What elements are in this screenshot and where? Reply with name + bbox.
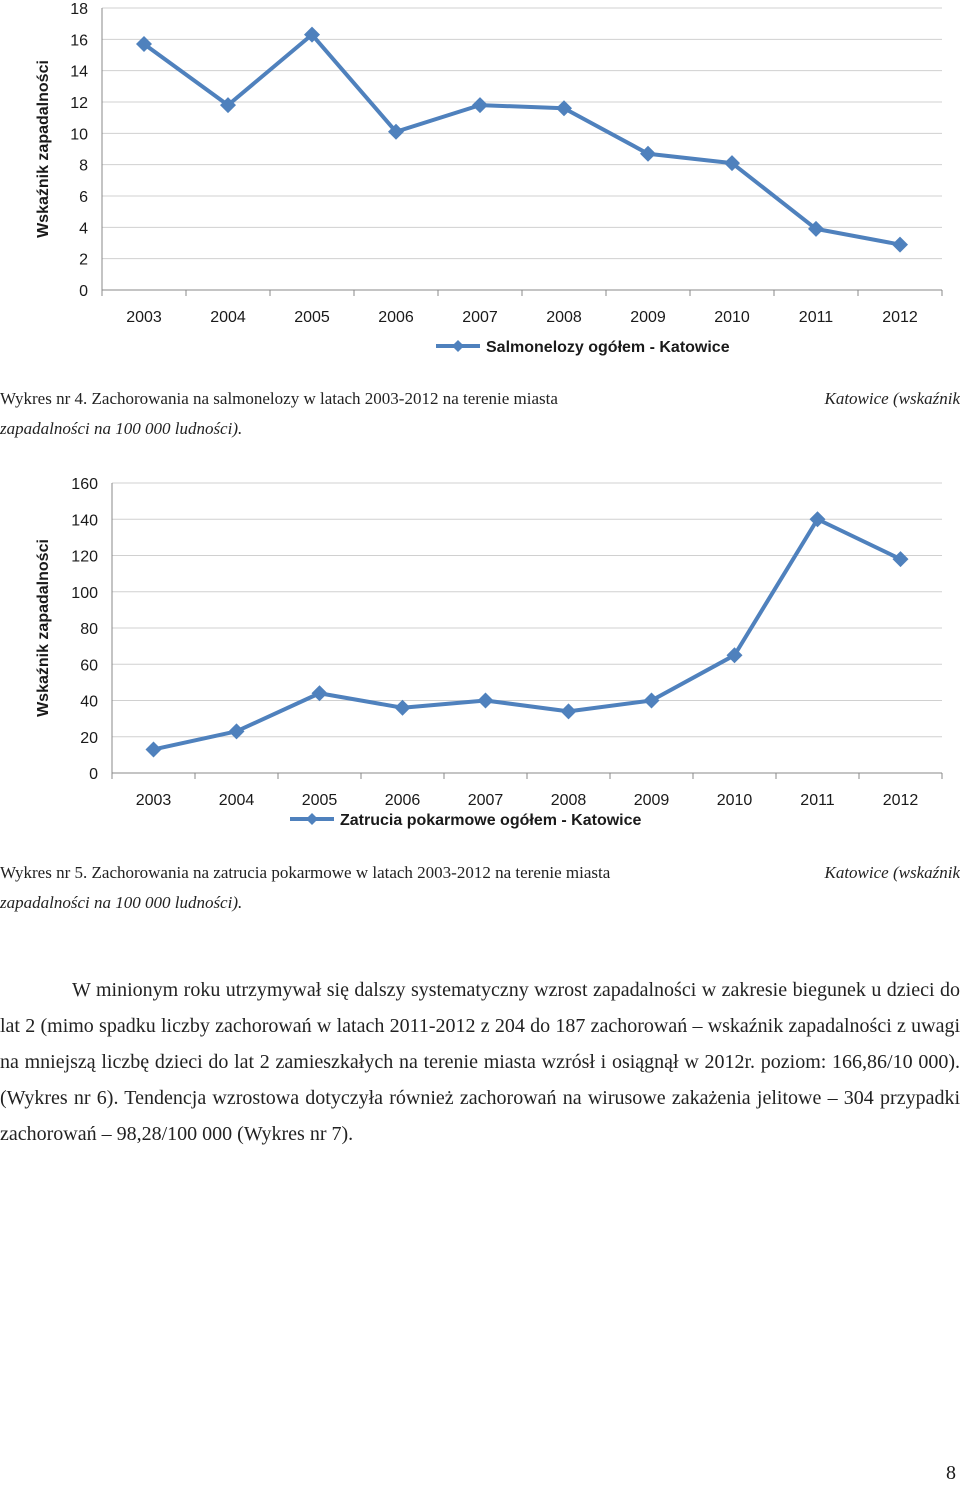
food-poisoning-x-tick-label: 2010 xyxy=(717,792,753,809)
salmonella-data-point xyxy=(304,26,320,43)
food-poisoning-x-tick-label: 2011 xyxy=(800,792,835,809)
salmonella-y-tick-label: 14 xyxy=(70,64,88,81)
salmonella-x-tick-label: 2005 xyxy=(294,309,330,326)
salmonella-x-tick-label: 2006 xyxy=(378,309,414,326)
food-poisoning-y-tick-label: 60 xyxy=(80,657,98,674)
chart4-caption-left: Wykres nr 4. Zachorowania na salmonelozy… xyxy=(0,389,558,408)
salmonella-y-tick-label: 2 xyxy=(79,252,88,269)
chart5-caption: Wykres nr 5. Zachorowania na zatrucia po… xyxy=(0,858,960,918)
chart4-caption-line2: zapadalności na 100 000 ludności). xyxy=(0,419,243,438)
food-poisoning-legend-marker xyxy=(306,813,318,825)
food-poisoning-x-tick-label: 2003 xyxy=(136,792,172,809)
salmonella-series-line xyxy=(142,32,901,247)
food-poisoning-y-tick-label: 160 xyxy=(71,476,98,493)
food-poisoning-y-axis-label: Wskaźnik zapadalności xyxy=(35,539,52,717)
salmonella-y-tick-label: 6 xyxy=(79,189,88,206)
chart5-caption-line2: zapadalności na 100 000 ludności). xyxy=(0,893,243,912)
food-poisoning-data-point xyxy=(145,741,162,758)
salmonella-y-tick-label: 18 xyxy=(70,1,88,18)
salmonella-y-tick-label: 4 xyxy=(79,220,88,237)
salmonella-data-point xyxy=(640,145,656,162)
salmonella-y-tick-label: 10 xyxy=(70,126,88,143)
salmonella-legend-label: Salmonelozy ogółem - Katowice xyxy=(486,339,730,356)
food-poisoning-data-point xyxy=(643,692,660,709)
food-poisoning-chart: 0 20 40 60 80 100 120 140 160 2003 2004 2005 2006 200… xyxy=(0,465,960,835)
food-poisoning-y-tick-label: 120 xyxy=(71,549,98,566)
salmonella-data-point xyxy=(724,155,740,172)
salmonella-data-point xyxy=(892,236,908,253)
food-poisoning-chart-svg: 0 20 40 60 80 100 120 140 160 2003 2004 2005 2006 200… xyxy=(35,476,943,829)
food-poisoning-data-point xyxy=(311,685,328,702)
salmonella-chart-svg: 0 2 4 6 8 10 12 14 16 18 2003 2004 2005 2006 2007 2008 2… xyxy=(35,1,943,356)
body-paragraph: W minionym roku utrzymywał się dalszy sy… xyxy=(0,972,960,1152)
page-number: 8 xyxy=(946,1462,956,1484)
salmonella-x-tick-label: 2009 xyxy=(630,309,666,326)
food-poisoning-legend-label: Zatrucia pokarmowe ogółem - Katowice xyxy=(340,812,642,829)
food-poisoning-series-line xyxy=(153,517,902,752)
food-poisoning-x-tick-label: 2006 xyxy=(385,792,421,809)
salmonella-x-tick-label: 2004 xyxy=(210,309,246,326)
food-poisoning-data-point xyxy=(394,699,411,716)
chart5-caption-left: Wykres nr 5. Zachorowania na zatrucia po… xyxy=(0,863,611,882)
salmonella-data-point xyxy=(220,97,236,114)
salmonella-x-tick-label: 2011 xyxy=(799,309,834,326)
food-poisoning-data-point xyxy=(477,692,494,709)
food-poisoning-data-point xyxy=(228,723,245,740)
salmonella-data-point xyxy=(388,123,404,140)
salmonella-y-tick-label: 8 xyxy=(79,158,88,175)
food-poisoning-y-tick-label: 100 xyxy=(71,585,98,602)
salmonella-data-point xyxy=(136,36,152,53)
chart4-caption: Wykres nr 4. Zachorowania na salmonelozy… xyxy=(0,384,960,444)
salmonella-data-point xyxy=(472,97,488,114)
salmonella-x-tick-label: 2010 xyxy=(714,309,750,326)
salmonella-x-tick-label: 2003 xyxy=(126,309,162,326)
salmonella-y-tick-label: 16 xyxy=(70,32,88,49)
food-poisoning-y-tick-label: 40 xyxy=(80,694,98,711)
food-poisoning-x-tick-label: 2005 xyxy=(302,792,338,809)
body-paragraph-text: W minionym roku utrzymywał się dalszy sy… xyxy=(0,979,960,1145)
salmonella-y-tick-label: 12 xyxy=(70,95,88,112)
food-poisoning-x-tick-label: 2004 xyxy=(219,792,255,809)
food-poisoning-y-tick-label: 140 xyxy=(71,512,98,529)
food-poisoning-data-point xyxy=(560,703,577,720)
food-poisoning-y-tick-label: 0 xyxy=(89,766,98,783)
salmonella-y-tick-label: 0 xyxy=(79,283,88,300)
food-poisoning-data-point xyxy=(892,551,909,568)
food-poisoning-y-tick-label: 80 xyxy=(80,621,98,638)
food-poisoning-x-tick-label: 2008 xyxy=(551,792,587,809)
food-poisoning-x-tick-label: 2012 xyxy=(883,792,919,809)
salmonella-x-tick-label: 2012 xyxy=(882,309,918,326)
food-poisoning-x-tick-label: 2007 xyxy=(468,792,504,809)
chart4-caption-right: Katowice (wskaźnik xyxy=(824,389,960,408)
chart5-caption-right: Katowice (wskaźnik xyxy=(824,863,960,882)
food-poisoning-x-tick-label: 2009 xyxy=(634,792,670,809)
salmonella-x-tick-label: 2007 xyxy=(462,309,498,326)
salmonella-legend-marker xyxy=(452,340,464,352)
food-poisoning-data-point xyxy=(809,511,826,528)
food-poisoning-y-tick-label: 20 xyxy=(80,730,98,747)
salmonella-x-tick-label: 2008 xyxy=(546,309,582,326)
salmonella-y-axis-label: Wskaźnik zapadalności xyxy=(35,60,52,238)
salmonella-data-point xyxy=(808,220,824,237)
salmonella-chart: 0 2 4 6 8 10 12 14 16 18 2003 2004 2005 2006 2007 2008 2… xyxy=(0,0,960,365)
food-poisoning-data-point xyxy=(726,647,743,664)
salmonella-data-point xyxy=(556,100,572,117)
